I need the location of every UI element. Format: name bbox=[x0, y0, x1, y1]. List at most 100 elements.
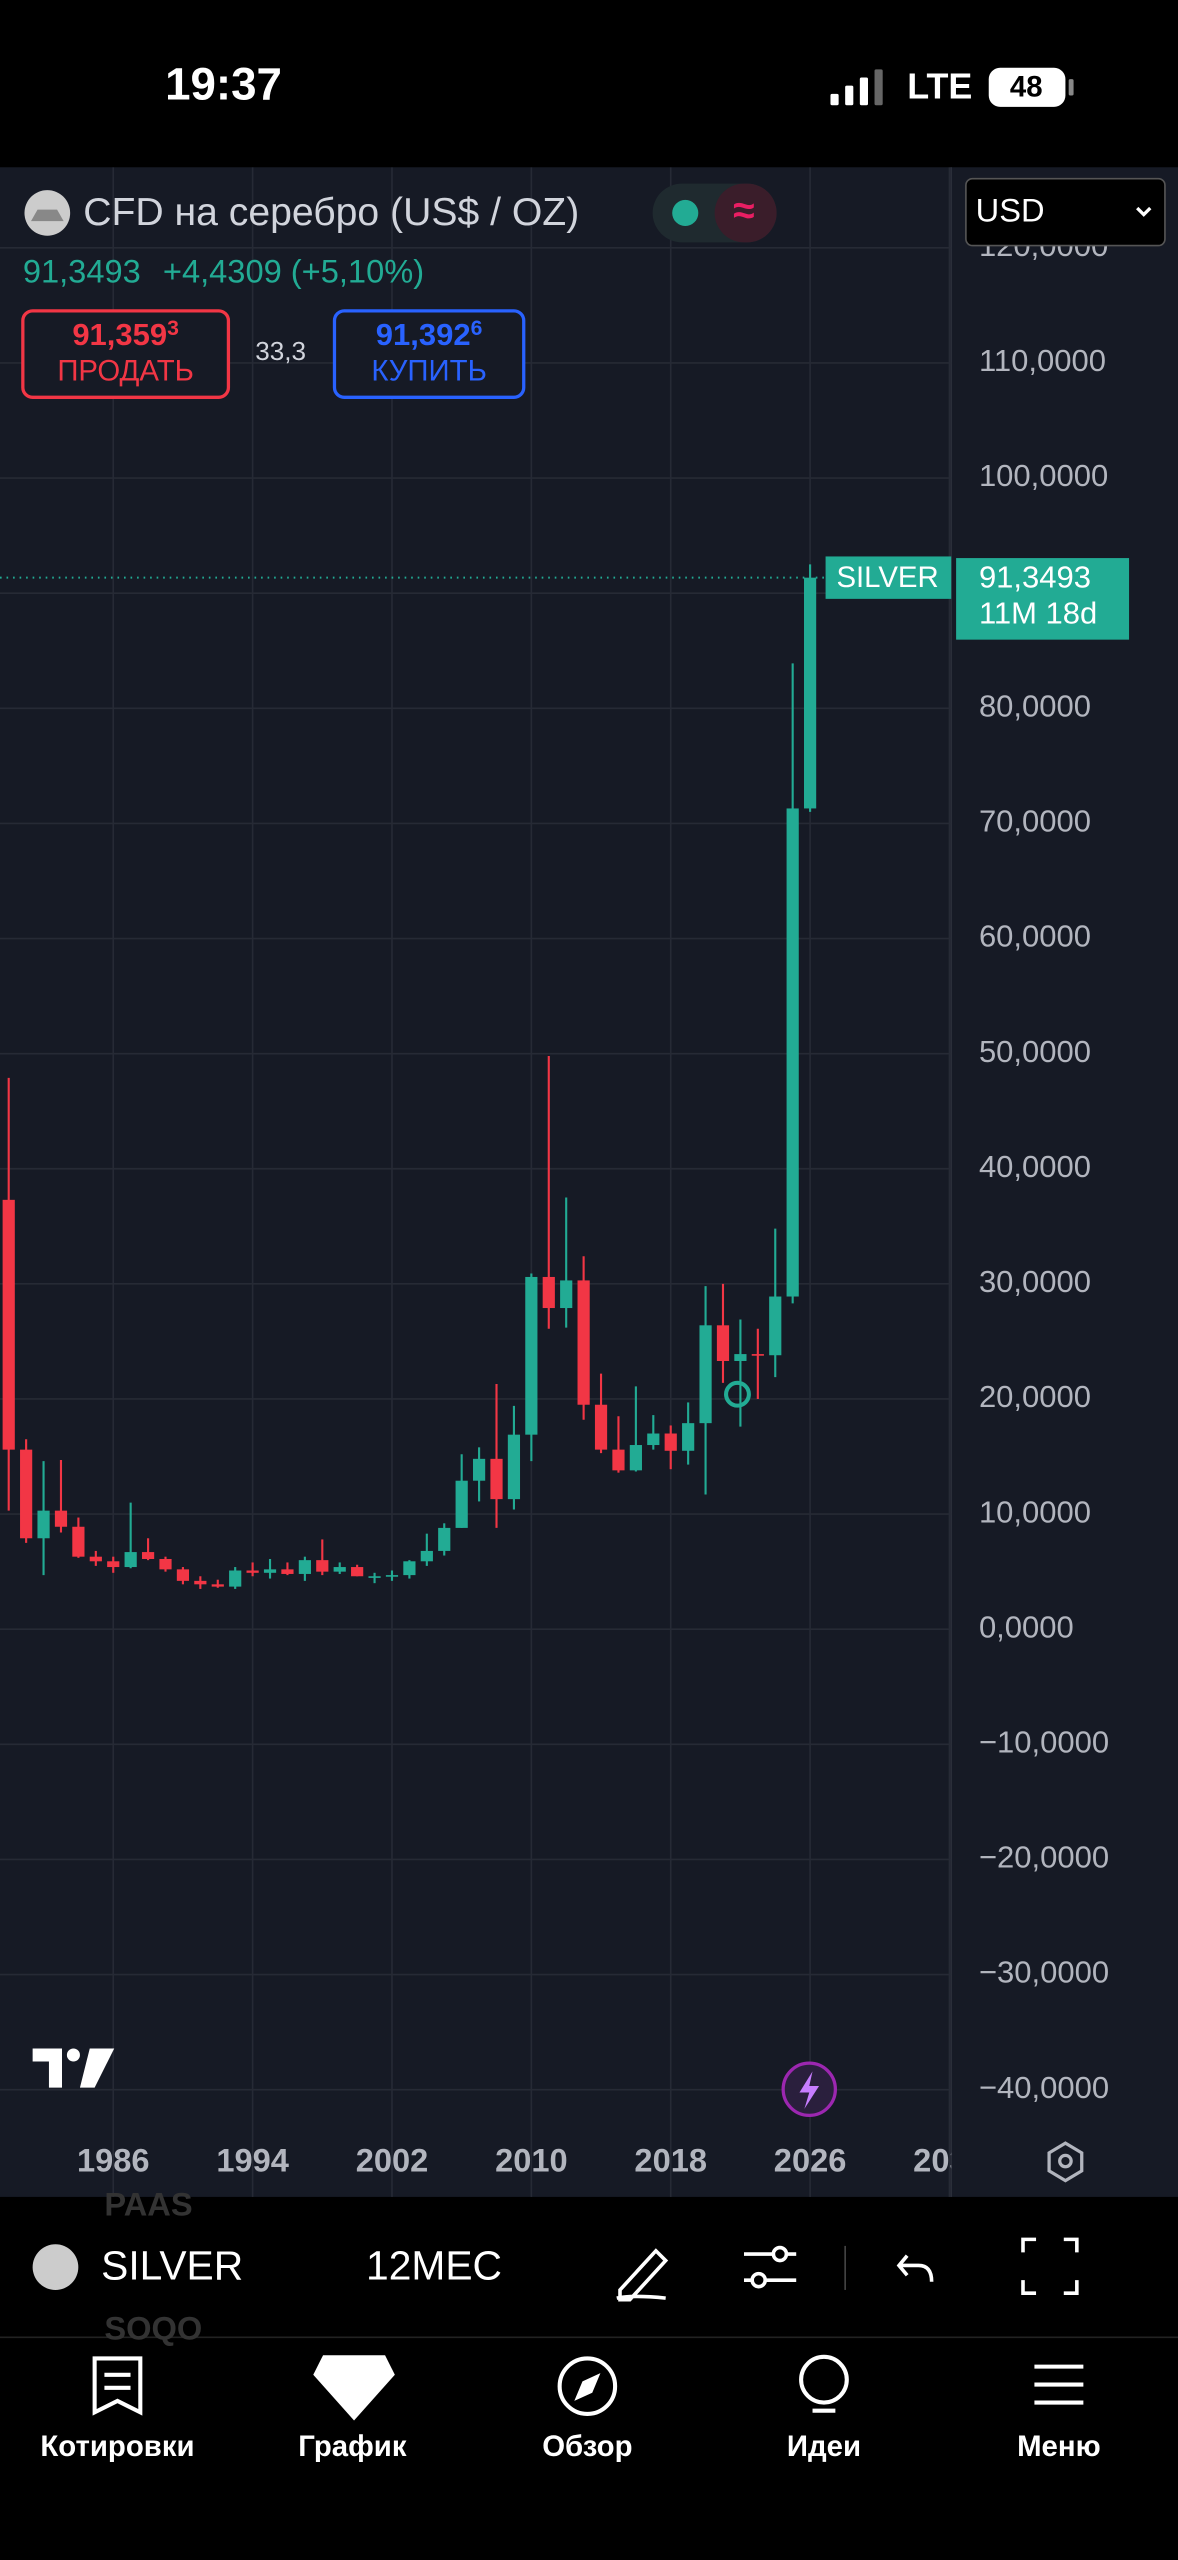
settings-icon[interactable] bbox=[1047, 2141, 1084, 2183]
candle-body bbox=[629, 1445, 642, 1471]
candle-body bbox=[211, 1584, 224, 1587]
y-tick-label: 70,0000 bbox=[979, 804, 1091, 839]
candle-body bbox=[769, 1296, 782, 1356]
candle-body bbox=[734, 1354, 747, 1361]
x-tick-label: 1994 bbox=[216, 2141, 289, 2178]
nav-item[interactable]: Обзор bbox=[542, 2430, 632, 2463]
event-marker[interactable] bbox=[724, 1380, 751, 1408]
candle-body bbox=[20, 1449, 33, 1539]
nav-overview-icon bbox=[557, 2356, 618, 2416]
candle-body bbox=[490, 1458, 503, 1500]
candle-body bbox=[716, 1325, 730, 1361]
sell-button[interactable] bbox=[21, 309, 231, 399]
nav-ideas-icon bbox=[799, 2354, 849, 2413]
nav-item[interactable]: Идеи bbox=[787, 2430, 861, 2463]
candle-body bbox=[124, 1552, 137, 1568]
candle-body bbox=[351, 1567, 364, 1577]
y-tick-label: 30,0000 bbox=[979, 1264, 1091, 1299]
candle-body bbox=[368, 1576, 381, 1578]
draw-tool[interactable] bbox=[616, 2248, 669, 2302]
x-tick-label: 1986 bbox=[77, 2141, 150, 2178]
toolbar-symbol[interactable]: SILVER bbox=[101, 2243, 243, 2289]
y-axis: −40,0000 −30,0000 −20,0000 −10,0000 0,0000 10… bbox=[979, 228, 1109, 2105]
currency-select[interactable] bbox=[965, 177, 1166, 247]
y-tick-label: −10,0000 bbox=[979, 1725, 1109, 1760]
candle-body bbox=[141, 1552, 155, 1559]
buy-price: 91,3926 bbox=[376, 316, 483, 352]
status-network: LTE bbox=[907, 66, 972, 106]
candle-body bbox=[803, 577, 817, 809]
candle-body bbox=[385, 1575, 399, 1577]
nav-menu-icon bbox=[1034, 2364, 1084, 2405]
candle-body bbox=[525, 1276, 538, 1435]
y-tick-label: 0,0000 bbox=[979, 1609, 1074, 1644]
x-tick-label: 2026 bbox=[774, 2141, 847, 2178]
nav-item[interactable]: Котировки bbox=[40, 2430, 194, 2463]
candle-body bbox=[455, 1480, 468, 1528]
candle-body bbox=[229, 1570, 242, 1587]
nav-item[interactable]: Меню bbox=[1017, 2430, 1101, 2463]
candle-body bbox=[472, 1458, 486, 1481]
indicators-tool[interactable] bbox=[744, 2245, 797, 2289]
candle-body bbox=[577, 1280, 590, 1405]
toolbar-behind: SOQO bbox=[104, 2309, 202, 2346]
y-tick-label: −20,0000 bbox=[979, 1840, 1109, 1875]
y-tick-label: 100,0000 bbox=[979, 458, 1108, 493]
sell-price-small: 3 bbox=[167, 316, 179, 339]
candle-body bbox=[89, 1556, 102, 1562]
cfd-badge bbox=[714, 183, 777, 243]
candle-body bbox=[542, 1276, 555, 1309]
symbol-title[interactable]: CFD на серебро (US$ / OZ) bbox=[83, 191, 579, 234]
lightning-icon bbox=[799, 2071, 820, 2109]
last-price: 91,3493 bbox=[23, 252, 141, 289]
nav-item[interactable]: График bbox=[298, 2430, 407, 2463]
undo[interactable] bbox=[896, 2254, 934, 2282]
battery-level: 48 bbox=[1010, 71, 1043, 104]
spread: 33,3 bbox=[255, 336, 306, 366]
candle-body bbox=[560, 1280, 573, 1309]
candle-body bbox=[507, 1434, 521, 1500]
nav-quotes-icon bbox=[92, 2356, 143, 2416]
candle-body bbox=[699, 1325, 712, 1424]
sell-price-main: 91,359 bbox=[72, 317, 167, 352]
signal-icon bbox=[830, 69, 883, 106]
nav-overview-needle bbox=[574, 2373, 601, 2401]
price-line-countdown: 11M 18d bbox=[979, 595, 1097, 630]
toolbar-symbol-icon bbox=[32, 2244, 79, 2290]
toolbar-interval[interactable]: 12МЕС bbox=[366, 2243, 502, 2289]
y-tick-label: 20,0000 bbox=[979, 1379, 1091, 1414]
y-tick-label: 40,0000 bbox=[979, 1149, 1091, 1184]
battery-tip bbox=[1068, 79, 1074, 96]
buy-price-main: 91,392 bbox=[376, 317, 471, 352]
x-tick-label: 2010 bbox=[495, 2141, 568, 2178]
buy-price-small: 6 bbox=[471, 316, 483, 339]
candle-body bbox=[54, 1510, 68, 1527]
currency-value: USD bbox=[976, 192, 1045, 229]
price-line-name: SILVER bbox=[836, 561, 938, 594]
candle-body bbox=[333, 1567, 346, 1572]
price-line-value: 91,3493 bbox=[979, 559, 1091, 594]
fullscreen[interactable] bbox=[1021, 2237, 1079, 2296]
x-tick-label: 2018 bbox=[634, 2141, 707, 2178]
price-change: +4,4309 (+5,10%) bbox=[163, 252, 424, 289]
y-tick-label: 60,0000 bbox=[979, 919, 1091, 954]
tv-logo bbox=[32, 2048, 115, 2088]
candle-body bbox=[612, 1449, 625, 1471]
toolbar bbox=[0, 2196, 1178, 2338]
buy-button[interactable] bbox=[332, 309, 526, 399]
y-tick-label: 10,0000 bbox=[979, 1494, 1091, 1529]
symbol-icon-bars bbox=[31, 209, 64, 222]
candle-body bbox=[194, 1580, 207, 1585]
candle-body bbox=[403, 1561, 416, 1576]
sell-label: ПРОДАТЬ bbox=[57, 355, 194, 388]
candle-body bbox=[2, 1199, 15, 1450]
candle-body bbox=[246, 1570, 259, 1573]
status-time: 19:37 bbox=[165, 58, 282, 109]
candle-body bbox=[786, 808, 799, 1297]
y-tick-label: 80,0000 bbox=[979, 688, 1091, 723]
candle-body bbox=[438, 1527, 451, 1551]
x-tick-label: 2002 bbox=[356, 2141, 429, 2178]
y-tick-label: −30,0000 bbox=[979, 1955, 1109, 1990]
